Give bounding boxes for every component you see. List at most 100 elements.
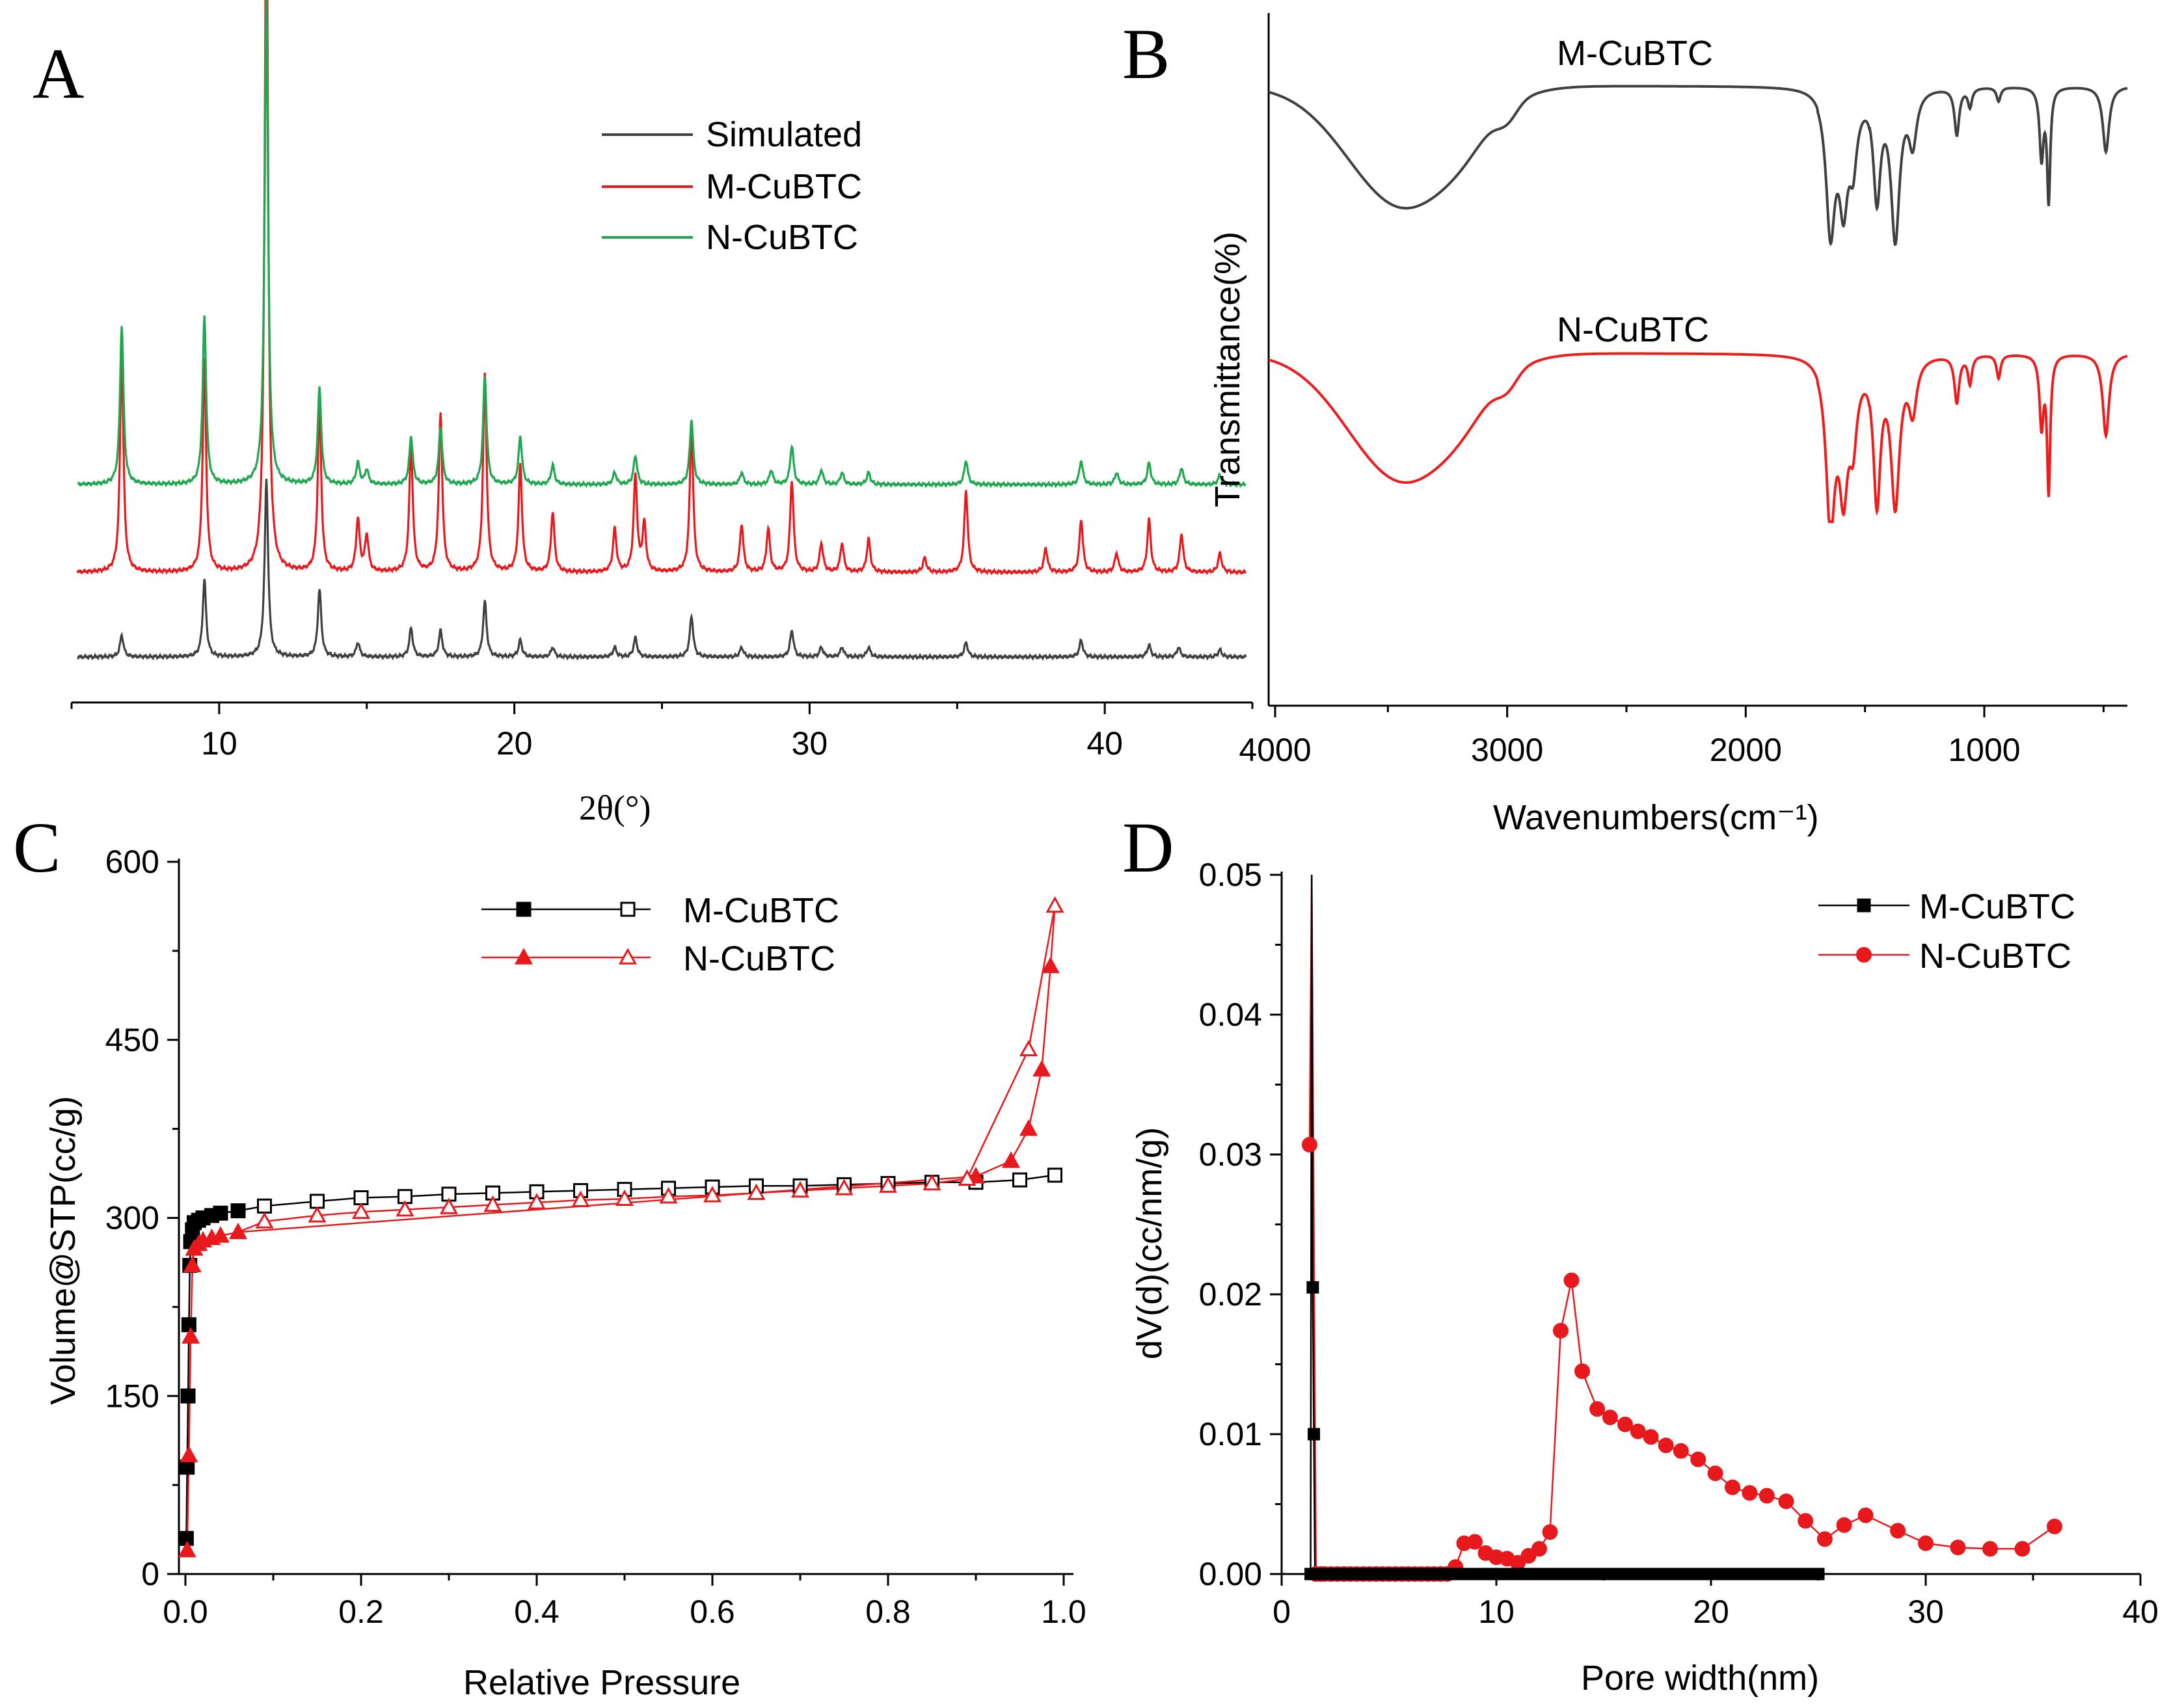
isotherm-point bbox=[1019, 1119, 1038, 1136]
panel-c-legend-marker bbox=[620, 901, 636, 917]
pore-point bbox=[1918, 1535, 1934, 1551]
pore-point bbox=[1658, 1437, 1674, 1454]
pore-point bbox=[1602, 1409, 1618, 1426]
pore-point bbox=[1563, 1272, 1580, 1288]
pore-point bbox=[1608, 1568, 1621, 1581]
isotherm-point bbox=[257, 1198, 272, 1214]
panel-d-x-axis-label: Pore width(nm) bbox=[1581, 1659, 1819, 1698]
pore-point bbox=[1643, 1429, 1659, 1445]
pore-point bbox=[1816, 1531, 1833, 1547]
isotherm-point bbox=[255, 1212, 274, 1229]
isotherm-point bbox=[1019, 1039, 1038, 1057]
panel-d-x-tick-label: 0 bbox=[1273, 1594, 1291, 1630]
panel-b-series-label-n: N-CuBTC bbox=[1557, 310, 1709, 349]
pore-point bbox=[1468, 1568, 1481, 1581]
isotherm-point bbox=[1032, 1060, 1051, 1077]
panel-c-x-tick-label: 0.6 bbox=[690, 1594, 735, 1630]
pore-point bbox=[1617, 1416, 1633, 1432]
isotherm-point bbox=[180, 1460, 195, 1475]
panel-b-x-axis-label: Wavenumbers(cm⁻¹) bbox=[1493, 798, 1819, 837]
isotherm-point bbox=[230, 1203, 246, 1219]
pore-point bbox=[1542, 1524, 1558, 1540]
panel-c-x-tick-label: 0.8 bbox=[865, 1594, 911, 1630]
pore-point bbox=[1651, 1568, 1664, 1581]
panel-d-y-tick-label: 0.02 bbox=[1199, 1276, 1262, 1313]
panel-c-x-tick-label: 0.0 bbox=[163, 1594, 208, 1630]
xrd-line-simulated bbox=[77, 479, 1247, 661]
pore-point bbox=[1361, 1568, 1374, 1581]
panel-a-legend-label: N-CuBTC bbox=[706, 218, 858, 257]
panel-b-x-tick-label: 3000 bbox=[1471, 732, 1543, 768]
panel-d-x-tick-label: 10 bbox=[1478, 1594, 1515, 1630]
pore-point bbox=[1467, 1534, 1483, 1550]
panel-b-series-label-m: M-CuBTC bbox=[1557, 34, 1713, 73]
pore-line bbox=[1310, 874, 1818, 1575]
pore-point bbox=[1511, 1568, 1524, 1581]
isotherm-point bbox=[353, 1190, 369, 1205]
pore-point bbox=[1554, 1568, 1567, 1581]
pore-point bbox=[1857, 1507, 1874, 1523]
panel-d-y-tick-label: 0.00 bbox=[1199, 1556, 1262, 1592]
pore-point bbox=[1747, 1568, 1760, 1581]
isotherm-point bbox=[790, 1181, 810, 1198]
isotherm-point bbox=[1041, 957, 1060, 974]
isotherm-point bbox=[1045, 896, 1064, 913]
pore-point bbox=[1716, 1568, 1728, 1581]
isotherm-point bbox=[527, 1193, 546, 1210]
pore-point bbox=[1587, 1568, 1599, 1581]
panel-c-y-tick-label: 600 bbox=[105, 844, 159, 880]
isotherm-point bbox=[178, 1540, 196, 1558]
panel-b: B 4000 3000 2000 1000 M-CuBTC N-CuBTC Waven… bbox=[1122, 13, 2128, 837]
pore-point bbox=[1801, 1568, 1814, 1581]
panel-c-x-axis-label: Relative Pressure bbox=[463, 1663, 740, 1702]
pore-point bbox=[1576, 1568, 1589, 1581]
isotherm-point bbox=[310, 1194, 325, 1209]
pore-line bbox=[1308, 874, 2055, 1575]
panel-c-y-tick-label: 0 bbox=[141, 1556, 159, 1592]
pore-point bbox=[1520, 1548, 1537, 1564]
panel-d-legend-marker bbox=[1856, 947, 1872, 963]
panel-d-series bbox=[1301, 874, 2062, 1582]
pore-point bbox=[1436, 1568, 1449, 1581]
isotherm-point bbox=[180, 1445, 198, 1463]
panel-c-x-tick-label: 0.4 bbox=[514, 1594, 559, 1630]
panel-b-x-tick-label: 2000 bbox=[1710, 732, 1782, 768]
panel-a-x-tick-label: 30 bbox=[792, 725, 828, 762]
panel-label-c: C bbox=[13, 808, 61, 887]
panel-c-x-tick-label: 1.0 bbox=[1041, 1594, 1086, 1630]
isotherm-point bbox=[182, 1327, 200, 1344]
isotherm-point bbox=[483, 1195, 502, 1212]
panel-d-y-axis-label: dV(d)(cc/nm/g) bbox=[1130, 1127, 1169, 1359]
panel-c-legend-label: N-CuBTC bbox=[683, 939, 835, 978]
pore-point bbox=[1425, 1568, 1438, 1581]
panel-c-y-tick-label: 450 bbox=[105, 1022, 159, 1058]
panel-c-y-tick-label: 300 bbox=[105, 1200, 159, 1236]
isotherm-point bbox=[878, 1176, 898, 1193]
isotherm-point bbox=[1047, 1168, 1062, 1183]
isotherm-point bbox=[439, 1197, 459, 1214]
panel-d-y-tick-label: 0.04 bbox=[1199, 996, 1262, 1033]
pore-point bbox=[1544, 1568, 1556, 1581]
panel-b-series bbox=[1268, 85, 2128, 524]
pore-point bbox=[1890, 1523, 1906, 1539]
panel-d-legend: M-CuBTC N-CuBTC bbox=[1818, 887, 2075, 976]
pore-point bbox=[1490, 1568, 1503, 1581]
isotherm-point bbox=[747, 1183, 766, 1200]
panel-d-x-tick-label: 30 bbox=[1908, 1594, 1944, 1630]
panel-d-legend-marker bbox=[1857, 898, 1871, 913]
isotherm-point bbox=[835, 1179, 854, 1195]
panel-a-legend: Simulated M-CuBTC N-CuBTC bbox=[602, 115, 862, 257]
pore-point bbox=[1726, 1568, 1739, 1581]
isotherm-point bbox=[958, 1169, 977, 1186]
panel-c-x-tick-label: 0.2 bbox=[338, 1594, 384, 1630]
pore-point bbox=[1301, 1136, 1317, 1153]
pore-point bbox=[1683, 1568, 1696, 1581]
xrd-line-m-cubtc bbox=[76, 0, 1247, 576]
panel-a-x-tick-label: 10 bbox=[201, 725, 237, 762]
pore-point bbox=[1950, 1540, 1966, 1556]
pore-point bbox=[1597, 1568, 1610, 1581]
pore-point bbox=[1447, 1568, 1460, 1581]
xrd-line-n-cubtc bbox=[77, 0, 1247, 488]
pore-point bbox=[1769, 1568, 1782, 1581]
pore-point bbox=[1306, 1281, 1319, 1294]
